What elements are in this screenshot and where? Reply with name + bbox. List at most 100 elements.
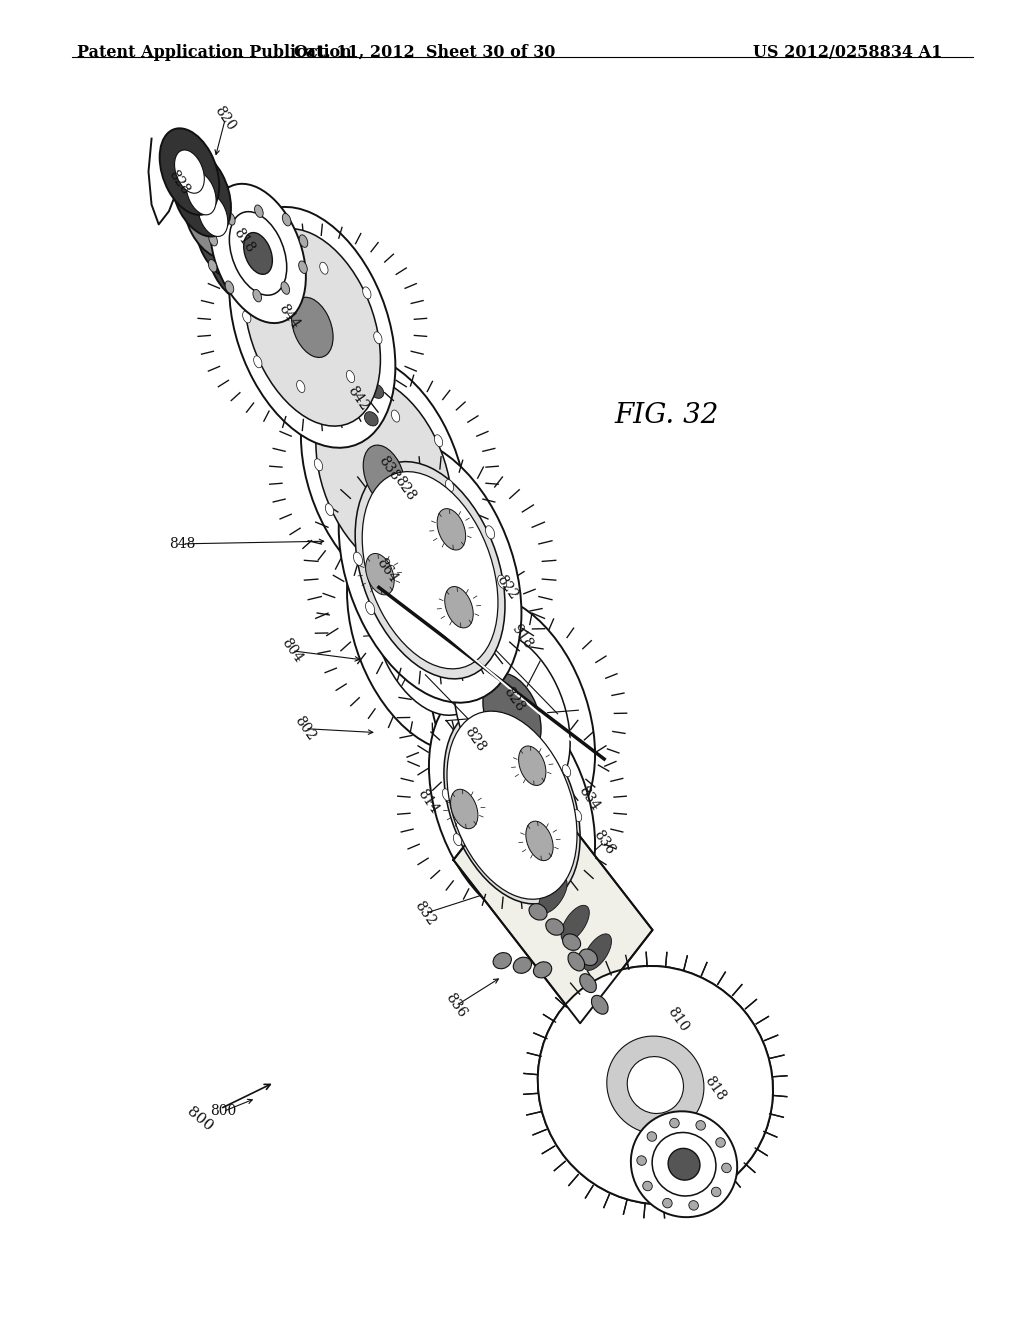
Ellipse shape	[229, 211, 287, 296]
Ellipse shape	[408, 537, 453, 603]
Ellipse shape	[538, 966, 773, 1204]
Ellipse shape	[628, 1056, 683, 1114]
Ellipse shape	[583, 933, 611, 970]
Ellipse shape	[210, 215, 240, 259]
Ellipse shape	[434, 434, 442, 446]
Ellipse shape	[229, 207, 395, 447]
Text: 818: 818	[701, 1074, 728, 1104]
Ellipse shape	[297, 380, 305, 392]
Ellipse shape	[580, 974, 596, 993]
Ellipse shape	[372, 546, 488, 715]
Ellipse shape	[198, 193, 227, 236]
Ellipse shape	[362, 471, 498, 669]
Ellipse shape	[607, 1036, 703, 1134]
Ellipse shape	[513, 957, 531, 973]
Ellipse shape	[447, 711, 577, 899]
Ellipse shape	[454, 834, 462, 846]
Ellipse shape	[244, 232, 272, 275]
Ellipse shape	[254, 356, 262, 368]
Text: 838: 838	[376, 454, 402, 483]
Ellipse shape	[442, 789, 451, 801]
Ellipse shape	[497, 858, 505, 870]
Text: 818: 818	[230, 226, 257, 255]
Ellipse shape	[494, 953, 511, 969]
Text: 822: 822	[494, 573, 520, 602]
Text: 828: 828	[462, 725, 488, 754]
Ellipse shape	[384, 510, 392, 523]
Ellipse shape	[722, 1163, 731, 1172]
Text: 836: 836	[442, 991, 469, 1020]
Text: 828: 828	[166, 168, 193, 197]
Ellipse shape	[364, 445, 404, 506]
Text: Patent Application Publication: Patent Application Publication	[77, 44, 351, 61]
Ellipse shape	[716, 1138, 725, 1147]
Ellipse shape	[326, 504, 334, 516]
Ellipse shape	[160, 128, 219, 215]
Ellipse shape	[637, 1156, 646, 1166]
Text: 810: 810	[665, 1005, 691, 1034]
Ellipse shape	[226, 213, 236, 226]
Ellipse shape	[365, 412, 378, 426]
Ellipse shape	[174, 150, 205, 193]
Ellipse shape	[195, 193, 254, 280]
Ellipse shape	[518, 746, 546, 785]
Ellipse shape	[333, 407, 347, 421]
Text: US 2012/0258834 A1: US 2012/0258834 A1	[753, 44, 942, 61]
Ellipse shape	[647, 1131, 656, 1142]
Ellipse shape	[561, 906, 589, 941]
Ellipse shape	[429, 595, 595, 836]
Ellipse shape	[243, 312, 251, 323]
Text: 848: 848	[169, 537, 196, 550]
Ellipse shape	[529, 904, 547, 920]
Ellipse shape	[562, 933, 581, 950]
Text: 804: 804	[279, 636, 305, 665]
Ellipse shape	[253, 289, 261, 302]
Ellipse shape	[519, 741, 527, 752]
Text: 844: 844	[275, 302, 302, 331]
Ellipse shape	[339, 438, 521, 702]
Ellipse shape	[517, 849, 545, 884]
Ellipse shape	[652, 1133, 716, 1196]
Ellipse shape	[346, 371, 354, 383]
Ellipse shape	[438, 499, 447, 512]
Ellipse shape	[353, 552, 362, 565]
Ellipse shape	[270, 272, 279, 284]
Ellipse shape	[401, 589, 459, 673]
Ellipse shape	[355, 462, 505, 678]
Ellipse shape	[332, 363, 385, 442]
Text: 864: 864	[374, 556, 400, 585]
Ellipse shape	[492, 775, 532, 836]
Polygon shape	[454, 767, 652, 1023]
Ellipse shape	[299, 235, 308, 247]
Text: 800: 800	[184, 1105, 215, 1134]
Ellipse shape	[445, 479, 454, 491]
Ellipse shape	[712, 1187, 721, 1197]
Ellipse shape	[369, 528, 377, 540]
Ellipse shape	[444, 586, 473, 628]
Ellipse shape	[391, 411, 399, 422]
Ellipse shape	[483, 673, 541, 758]
Ellipse shape	[221, 236, 251, 280]
Ellipse shape	[670, 1118, 679, 1127]
Ellipse shape	[431, 628, 538, 784]
Text: 814: 814	[415, 787, 441, 816]
Ellipse shape	[207, 215, 266, 301]
Ellipse shape	[631, 1111, 737, 1217]
Ellipse shape	[454, 631, 570, 800]
Ellipse shape	[301, 355, 467, 595]
Ellipse shape	[292, 297, 333, 358]
Ellipse shape	[362, 286, 371, 298]
Ellipse shape	[562, 764, 570, 776]
Ellipse shape	[225, 281, 233, 293]
Ellipse shape	[526, 821, 553, 861]
Ellipse shape	[451, 789, 478, 829]
Ellipse shape	[314, 459, 323, 471]
Ellipse shape	[668, 1148, 700, 1180]
Ellipse shape	[573, 809, 582, 821]
Text: 918: 918	[509, 622, 536, 651]
Text: 842: 842	[345, 384, 372, 413]
Text: 828: 828	[501, 685, 527, 714]
Text: FIG. 32: FIG. 32	[614, 403, 719, 429]
Ellipse shape	[315, 376, 453, 574]
Ellipse shape	[413, 628, 422, 642]
